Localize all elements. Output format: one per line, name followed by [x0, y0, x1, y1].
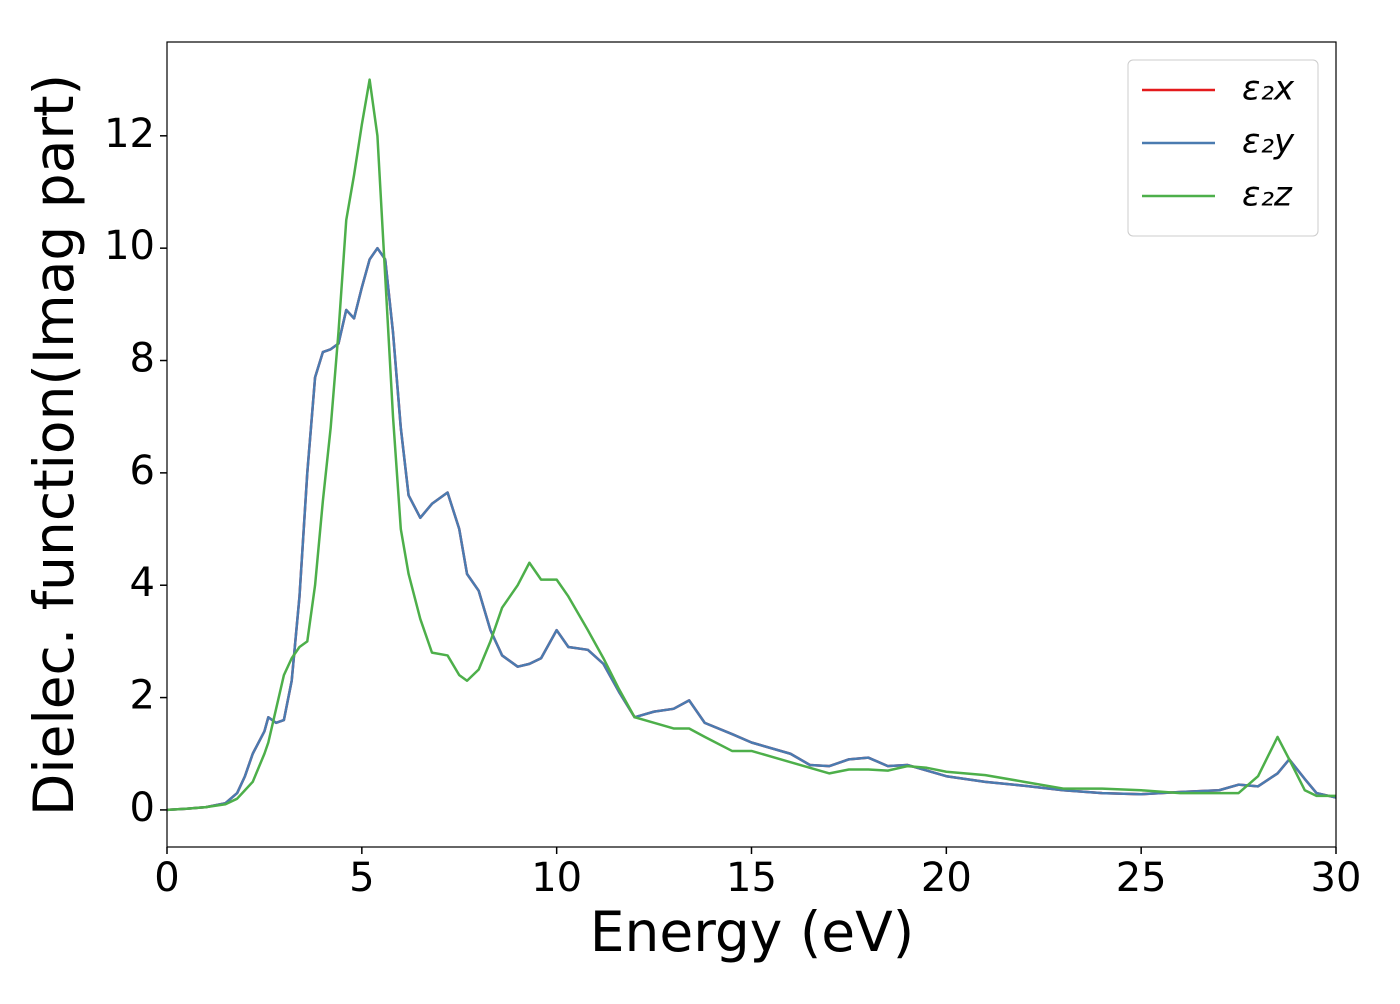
- legend-label: ε₂y: [1242, 122, 1295, 162]
- y-tick-label: 0: [130, 785, 155, 831]
- x-tick-label: 0: [154, 855, 179, 901]
- plot-frame: [166, 41, 1337, 848]
- y-tick-label: 6: [130, 448, 155, 494]
- legend-box: [1127, 59, 1319, 237]
- y-tick-label: 8: [130, 336, 155, 382]
- x-tick-label: 10: [531, 855, 582, 901]
- legend-label: ε₂x: [1242, 69, 1295, 109]
- y-tick-label: 12: [104, 111, 155, 157]
- y-axis-label: Dielec. function(Imag part): [22, 74, 86, 816]
- x-tick-label: 15: [726, 855, 777, 901]
- x-tick-label: 20: [921, 855, 972, 901]
- data-line: [166, 78, 1336, 812]
- data-line: [166, 246, 1337, 812]
- y-tick-label: 10: [104, 223, 155, 269]
- legend-label: ε₂z: [1242, 175, 1293, 215]
- y-tick-label: 4: [130, 560, 155, 606]
- y-tick-label: 2: [130, 673, 155, 719]
- x-axis-label: Energy (eV): [590, 900, 914, 964]
- x-tick-label: 30: [1311, 855, 1362, 901]
- x-tick-label: 25: [1116, 855, 1167, 901]
- x-tick-label: 5: [349, 855, 374, 901]
